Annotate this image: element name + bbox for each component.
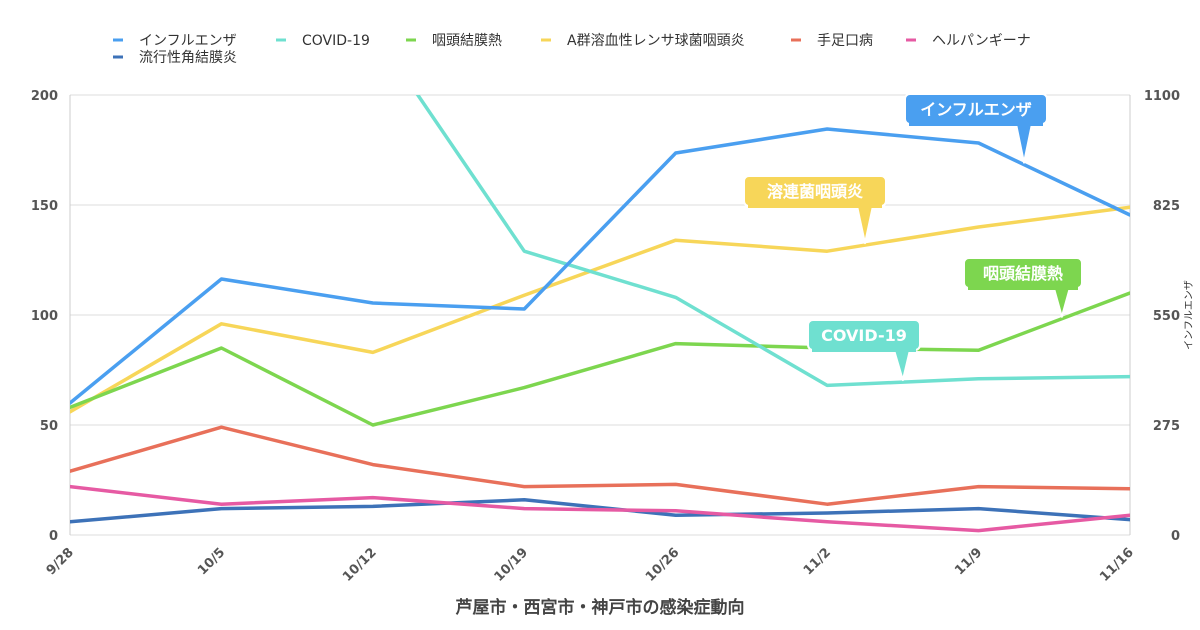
legend-label: A群溶血性レンサ球菌咽頭炎 — [567, 33, 745, 49]
series-lines — [70, 95, 1130, 533]
callout: 咽頭結膜熱 — [963, 257, 1083, 318]
callout-joint — [748, 204, 882, 208]
left-tick-label: 150 — [31, 199, 58, 214]
callout-pointer — [1052, 287, 1071, 318]
callout: COVID-19 — [807, 319, 921, 382]
series-line — [70, 425, 1130, 506]
series-line — [70, 484, 1130, 533]
right-tick-label: 1100 — [1144, 89, 1180, 104]
series-line — [70, 498, 1130, 524]
callout-pointer — [893, 349, 911, 382]
x-tick-label: 10/19 — [492, 545, 532, 585]
series-line — [415, 95, 1130, 388]
right-axis-label: インフルエンザ — [1183, 280, 1195, 350]
legend-label: 手足口病 — [817, 33, 873, 49]
legend-label: インフルエンザ — [139, 33, 237, 49]
right-tick-label: 275 — [1153, 419, 1180, 434]
legend-label: COVID-19 — [302, 33, 370, 49]
left-tick-label: 0 — [49, 529, 58, 544]
series-line — [70, 205, 1130, 414]
x-axis-ticks: 9/28 10/5 10/12 10/19 10/26 11/2 11/9 11/16 — [44, 545, 1137, 585]
right-tick-label: 0 — [1171, 529, 1180, 544]
x-tick-label: 11/16 — [1097, 545, 1137, 585]
x-tick-label: 10/26 — [643, 545, 683, 585]
legend-label: ヘルパンギーナ — [932, 33, 1031, 49]
left-axis-ticks: 0 50 100 150 200 — [31, 89, 58, 544]
right-tick-label: 550 — [1153, 309, 1180, 324]
grid — [69, 94, 1131, 536]
x-tick-label: 11/9 — [952, 545, 985, 578]
chart-title: 芦屋市・西宮市・神戸市の感染症動向 — [456, 597, 745, 618]
callout-pointer — [856, 205, 874, 245]
series-line — [70, 127, 1130, 405]
x-tick-label: 9/28 — [44, 545, 77, 578]
series-line — [70, 291, 1130, 427]
callout-joint — [909, 122, 1043, 126]
left-tick-label: 50 — [40, 419, 58, 434]
callout-label: COVID-19 — [821, 326, 907, 345]
x-tick-label: 11/2 — [801, 545, 834, 578]
right-axis-ticks: 0 275 550 825 1100 — [1144, 89, 1180, 544]
callout: 溶連菌咽頭炎 — [743, 175, 887, 245]
callout-label: インフルエンザ — [920, 100, 1032, 119]
right-tick-label: 825 — [1153, 199, 1180, 214]
legend-label: 流行性角結膜炎 — [139, 50, 237, 66]
x-tick-label: 10/5 — [195, 545, 228, 578]
callout-label: 溶連菌咽頭炎 — [767, 182, 863, 201]
left-tick-label: 200 — [31, 89, 58, 104]
callout-joint — [812, 348, 916, 352]
legend: インフルエンザ COVID-19 咽頭結膜熱 A群溶血性レンサ球菌咽頭炎 手足口病 ヘルパ… — [113, 33, 1031, 66]
callout: インフルエンザ — [904, 93, 1048, 164]
x-tick-label: 10/12 — [340, 545, 380, 585]
callout-joint — [968, 286, 1078, 290]
left-tick-label: 100 — [31, 309, 58, 324]
callout-pointer — [1015, 123, 1033, 164]
callout-label: 咽頭結膜熱 — [983, 264, 1063, 283]
legend-label: 咽頭結膜熱 — [432, 33, 502, 49]
